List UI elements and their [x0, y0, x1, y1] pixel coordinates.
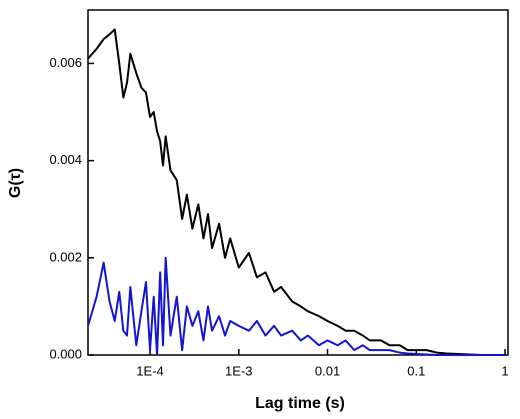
- series-line: [87, 28, 506, 356]
- y-tick-label: 0.006: [49, 55, 82, 70]
- y-tick-label: 0.004: [49, 152, 82, 167]
- y-tick-label: 0.000: [49, 346, 82, 361]
- x-tick-label: 1E-4: [136, 363, 163, 378]
- series-line: [87, 256, 506, 356]
- y-tick-label: 0.002: [49, 249, 82, 264]
- y-axis-title: G(τ): [7, 168, 24, 198]
- x-axis-title: Lag time (s): [255, 395, 345, 412]
- x-tick-label: 0.1: [407, 363, 425, 378]
- x-tick-label: 1: [501, 363, 508, 378]
- plot-frame: [87, 9, 509, 356]
- x-tick-label: 1E-3: [225, 363, 252, 378]
- x-tick-label: 0.01: [315, 363, 340, 378]
